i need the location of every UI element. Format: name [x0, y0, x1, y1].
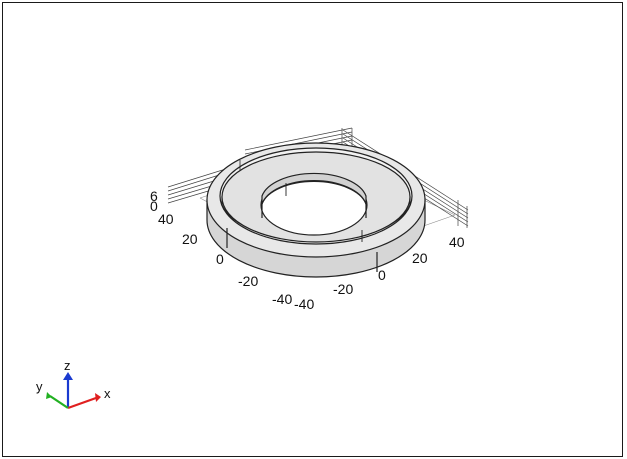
x-tick-4: 40	[449, 234, 465, 250]
y-tick-0: -40	[294, 296, 314, 312]
y-tick-4: 40	[158, 211, 174, 227]
z-axis-ticks: 0 6	[150, 188, 158, 214]
x-tick-1: -20	[333, 281, 353, 297]
axis-triad: z x y	[36, 358, 111, 410]
triad-x-label: x	[104, 386, 111, 401]
triad-z-label: z	[64, 358, 71, 373]
triad-y-label: y	[36, 379, 43, 394]
y-tick-2: 0	[216, 251, 224, 267]
z-tick-1: 6	[150, 188, 158, 204]
y-axis-ticks: -40 -20 0 20 40	[158, 211, 314, 312]
x-axis-arrow	[67, 396, 97, 410]
x-tick-3: 20	[412, 250, 428, 266]
inner-ring[interactable]	[221, 151, 411, 243]
z-tick-0: 0	[150, 198, 158, 214]
x-arrowhead-icon	[95, 393, 101, 402]
y-tick-3: 20	[182, 231, 198, 247]
y-arrowhead-icon	[46, 392, 52, 399]
x-axis-ticks: -40 -20 0 20 40	[272, 234, 465, 307]
z-arrowhead-icon	[63, 372, 73, 380]
x-tick-2: 0	[378, 267, 386, 283]
x-tick-0: -40	[272, 291, 292, 307]
y-axis-arrow	[49, 395, 69, 409]
y-tick-1: -20	[238, 273, 258, 289]
